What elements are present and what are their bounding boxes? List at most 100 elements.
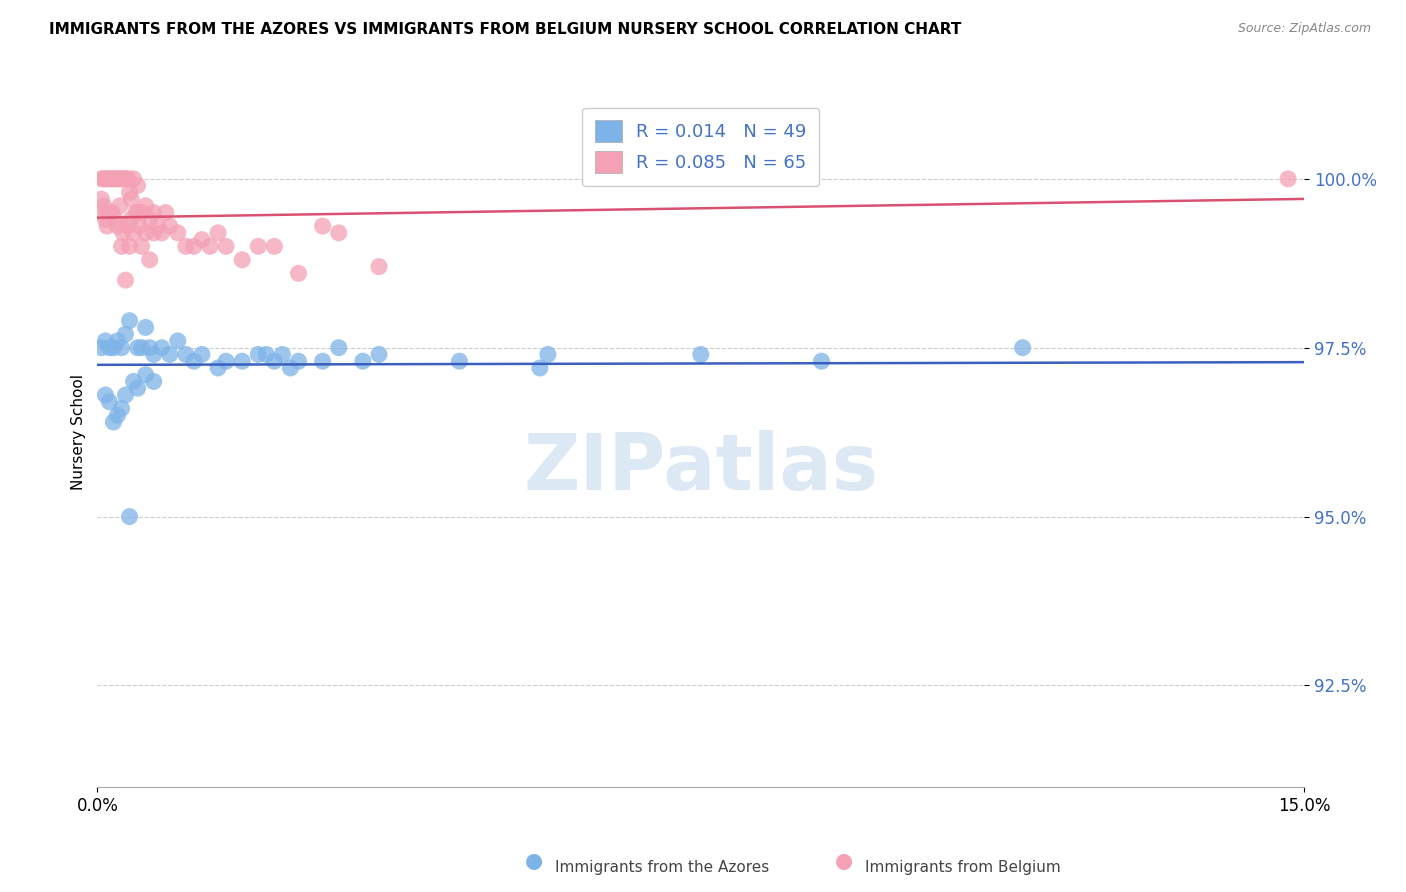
Point xyxy=(135,320,157,334)
Point xyxy=(120,192,142,206)
Point xyxy=(247,239,270,253)
Point xyxy=(1277,171,1299,186)
Point xyxy=(689,347,711,361)
Point xyxy=(183,239,205,253)
Point xyxy=(107,219,129,233)
Point xyxy=(368,260,391,274)
Point xyxy=(529,361,551,376)
Point xyxy=(159,219,181,233)
Point xyxy=(114,171,136,186)
Point xyxy=(104,171,127,186)
Point xyxy=(198,239,221,253)
Point xyxy=(98,341,121,355)
Point xyxy=(215,354,238,368)
Point xyxy=(131,205,153,219)
Point xyxy=(94,212,117,227)
Point xyxy=(138,212,160,227)
Point xyxy=(127,178,149,193)
Text: ZIPatlas: ZIPatlas xyxy=(523,430,879,506)
Point xyxy=(207,361,229,376)
Point xyxy=(287,354,309,368)
Point xyxy=(101,205,124,219)
Point xyxy=(328,341,350,355)
Point xyxy=(107,334,129,348)
Point xyxy=(93,171,115,186)
Point xyxy=(311,354,333,368)
Point xyxy=(174,347,197,361)
Point xyxy=(107,171,129,186)
Point xyxy=(96,219,118,233)
Point xyxy=(810,354,832,368)
Point xyxy=(120,212,142,227)
Point xyxy=(311,219,333,233)
Point xyxy=(231,354,253,368)
Point xyxy=(114,273,136,287)
Point xyxy=(1011,341,1033,355)
Point xyxy=(103,415,125,429)
Point xyxy=(254,347,277,361)
Point xyxy=(127,381,149,395)
Point xyxy=(537,347,560,361)
Point xyxy=(135,368,157,382)
Point xyxy=(110,401,132,416)
Point xyxy=(117,171,139,186)
Point xyxy=(93,199,115,213)
Point xyxy=(183,354,205,368)
Point xyxy=(122,375,145,389)
Point xyxy=(94,334,117,348)
Point xyxy=(138,341,160,355)
Point xyxy=(135,226,157,240)
Point xyxy=(101,171,124,186)
Text: IMMIGRANTS FROM THE AZORES VS IMMIGRANTS FROM BELGIUM NURSERY SCHOOL CORRELATION: IMMIGRANTS FROM THE AZORES VS IMMIGRANTS… xyxy=(49,22,962,37)
Point xyxy=(131,239,153,253)
Point xyxy=(215,239,238,253)
Text: ●: ● xyxy=(835,851,852,871)
Point xyxy=(191,233,214,247)
Point xyxy=(135,199,157,213)
Point xyxy=(127,341,149,355)
Point xyxy=(118,509,141,524)
Point xyxy=(94,388,117,402)
Point xyxy=(98,205,121,219)
Point xyxy=(108,171,131,186)
Point xyxy=(96,171,118,186)
Point xyxy=(112,226,135,240)
Point xyxy=(125,205,148,219)
Point xyxy=(271,347,294,361)
Point xyxy=(108,199,131,213)
Point xyxy=(280,361,302,376)
Point xyxy=(104,212,127,227)
Point xyxy=(191,347,214,361)
Point xyxy=(328,226,350,240)
Point xyxy=(166,334,188,348)
Text: Source: ZipAtlas.com: Source: ZipAtlas.com xyxy=(1237,22,1371,36)
Point xyxy=(122,226,145,240)
Point xyxy=(287,266,309,280)
Point xyxy=(112,171,135,186)
Point xyxy=(150,226,173,240)
Point xyxy=(142,375,165,389)
Point xyxy=(231,252,253,267)
Point xyxy=(142,205,165,219)
Point xyxy=(174,239,197,253)
Legend: R = 0.014   N = 49, R = 0.085   N = 65: R = 0.014 N = 49, R = 0.085 N = 65 xyxy=(582,108,820,186)
Point xyxy=(103,171,125,186)
Point xyxy=(98,171,121,186)
Point xyxy=(118,239,141,253)
Point xyxy=(103,341,125,355)
Text: ●: ● xyxy=(526,851,543,871)
Point xyxy=(98,394,121,409)
Point xyxy=(90,192,112,206)
Point xyxy=(352,354,374,368)
Point xyxy=(110,341,132,355)
Text: Immigrants from the Azores: Immigrants from the Azores xyxy=(555,860,769,874)
Point xyxy=(94,171,117,186)
Point xyxy=(142,226,165,240)
Point xyxy=(142,347,165,361)
Point xyxy=(127,205,149,219)
Point xyxy=(107,409,129,423)
Point xyxy=(114,388,136,402)
Point xyxy=(263,354,285,368)
Point xyxy=(110,171,132,186)
Point xyxy=(449,354,471,368)
